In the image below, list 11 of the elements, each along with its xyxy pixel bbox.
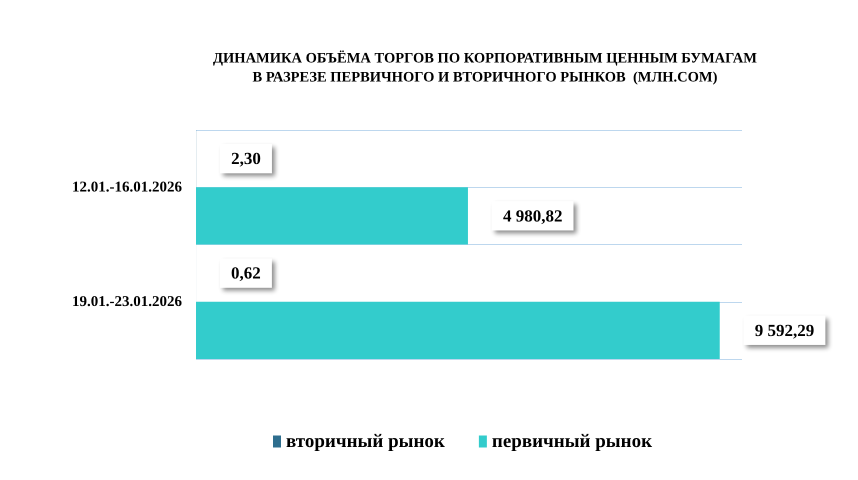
legend-label: вторичный рынок <box>286 431 445 452</box>
bar <box>196 302 720 359</box>
bar <box>196 187 468 244</box>
data-label: 9 592,29 <box>754 320 814 340</box>
data-label: 0,62 <box>231 264 261 283</box>
y-tick-label: 19.01.-23.01.2026 <box>72 294 182 310</box>
data-label: 2,30 <box>231 149 261 168</box>
data-label: 4 980,82 <box>502 206 562 226</box>
legend-label: первичный рынок <box>492 431 652 452</box>
chart-title: ДИНАМИКА ОБЪЁМА ТОРГОВ ПО КОРПОРАТИВНЫМ ЦЕННЫМ БУМАГАМ В РАЗРЕЗЕ ПЕРВИЧНОГО И ВТОРИЧНОГО РЫНКОВ (МЛН.СОМ) <box>213 50 758 86</box>
y-tick-label: 12.01.-16.01.2026 <box>72 179 182 196</box>
